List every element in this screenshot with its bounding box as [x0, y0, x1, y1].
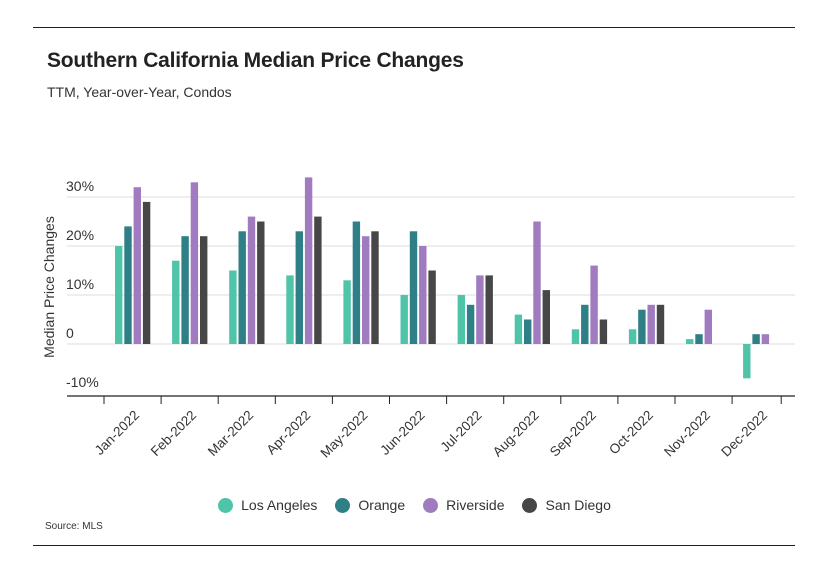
x-tick-label: Mar-2022 — [205, 408, 256, 459]
bar-los_angeles — [686, 339, 694, 344]
bar-orange — [466, 304, 475, 344]
top-rule — [33, 27, 795, 28]
bar-riverside — [647, 304, 655, 344]
bar-los_angeles — [172, 260, 180, 344]
legend-swatch — [423, 497, 439, 513]
legend-item-orange: Orange — [335, 497, 405, 513]
x-tick-label: May-2022 — [317, 408, 370, 461]
bar-san_diego — [371, 231, 379, 344]
legend-label: Orange — [358, 497, 406, 513]
bar-los_angeles — [115, 246, 123, 344]
bar-orange — [524, 319, 532, 344]
y-tick-label: 30% — [66, 178, 94, 194]
bar-los_angeles — [743, 344, 751, 379]
bar-los_angeles — [229, 270, 237, 344]
bar-san_diego — [142, 201, 151, 344]
y-axis-title: Median Price Changes — [41, 216, 57, 358]
bar-san_diego — [485, 275, 493, 344]
chart-title: Southern California Median Price Changes — [47, 49, 464, 72]
legend-label: Riverside — [446, 497, 505, 513]
bar-riverside — [190, 182, 199, 344]
bar-riverside — [704, 309, 712, 344]
bar-orange — [638, 309, 646, 344]
bar-orange — [352, 221, 361, 344]
bar-orange — [695, 334, 703, 344]
chart-legend: Los Angeles Orange Riverside San Diego — [0, 497, 829, 513]
bar-orange — [295, 231, 303, 344]
x-tick-label: Nov-2022 — [661, 408, 713, 460]
bar-san_diego — [656, 304, 665, 344]
bar-riverside — [304, 177, 313, 344]
y-tick-label: -10% — [66, 374, 99, 390]
legend-swatch — [335, 497, 351, 513]
bar-riverside — [247, 216, 256, 344]
x-tick-label: Jan-2022 — [92, 408, 142, 458]
y-tick-label: 0 — [66, 325, 74, 341]
y-tick-label: 20% — [66, 227, 94, 243]
x-tick-label: Jul-2022 — [437, 408, 484, 455]
source-note: Source: MLS — [45, 521, 103, 532]
bar-los_angeles — [571, 329, 580, 344]
bar-los_angeles — [514, 314, 523, 344]
bar-los_angeles — [286, 275, 294, 344]
bar-orange — [581, 304, 589, 344]
legend-label: Los Angeles — [241, 497, 318, 513]
bar-riverside — [133, 187, 141, 344]
x-tick-label: Apr-2022 — [264, 408, 314, 458]
bar-riverside — [533, 221, 541, 344]
legend-label: San Diego — [545, 497, 611, 513]
x-tick-label: Dec-2022 — [718, 408, 770, 460]
bar-riverside — [419, 246, 427, 344]
bar-riverside — [590, 265, 598, 344]
bar-san_diego — [314, 216, 322, 344]
bottom-rule — [33, 545, 795, 546]
bar-los_angeles — [457, 295, 465, 344]
bar-san_diego — [542, 290, 550, 344]
bar-san_diego — [599, 319, 608, 344]
legend-swatch — [522, 497, 538, 513]
y-tick-label: 10% — [66, 276, 94, 292]
bar-orange — [752, 334, 760, 344]
bar-los_angeles — [343, 280, 351, 344]
bar-los_angeles — [400, 295, 408, 344]
x-tick-label: Oct-2022 — [606, 408, 656, 458]
legend-item-riverside: Riverside — [423, 497, 504, 513]
x-tick-label: Feb-2022 — [148, 408, 199, 459]
bar-san_diego — [428, 270, 436, 344]
bar-orange — [181, 236, 189, 344]
bar-los_angeles — [628, 329, 637, 344]
bar-riverside — [362, 236, 370, 344]
bar-orange — [409, 231, 418, 344]
bar-orange — [124, 226, 132, 344]
bar-riverside — [761, 334, 770, 344]
x-tick-label: Sep-2022 — [547, 408, 599, 460]
bar-san_diego — [257, 221, 265, 344]
bar-orange — [238, 231, 246, 344]
legend-swatch — [218, 497, 234, 513]
bar-riverside — [476, 275, 484, 344]
x-tick-label: Aug-2022 — [490, 408, 542, 460]
legend-item-los_angeles: Los Angeles — [218, 497, 317, 513]
x-tick-label: Jun-2022 — [377, 408, 427, 458]
chart-subtitle: TTM, Year-over-Year, Condos — [47, 84, 232, 100]
bar-san_diego — [200, 236, 208, 344]
legend-item-san_diego: San Diego — [522, 497, 611, 513]
